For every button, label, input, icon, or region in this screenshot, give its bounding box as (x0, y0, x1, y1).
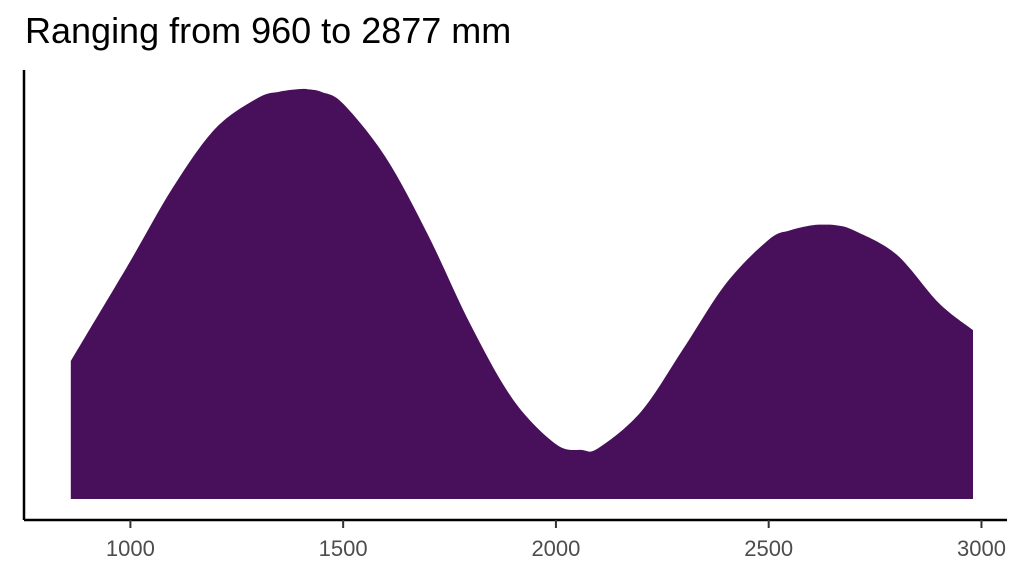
area-layer (70, 88, 974, 500)
x-tick-label: 2000 (531, 536, 580, 561)
x-tick-label: 1500 (319, 536, 368, 561)
x-ticks: 1000 1500 2000 2500 3000 (106, 520, 1006, 561)
x-tick-label: 2500 (744, 536, 793, 561)
x-tick-label: 1000 (106, 536, 155, 561)
chart-title: Ranging from 960 to 2877 mm (25, 10, 512, 51)
x-tick-label: 3000 (957, 536, 1006, 561)
density-area (70, 88, 974, 500)
